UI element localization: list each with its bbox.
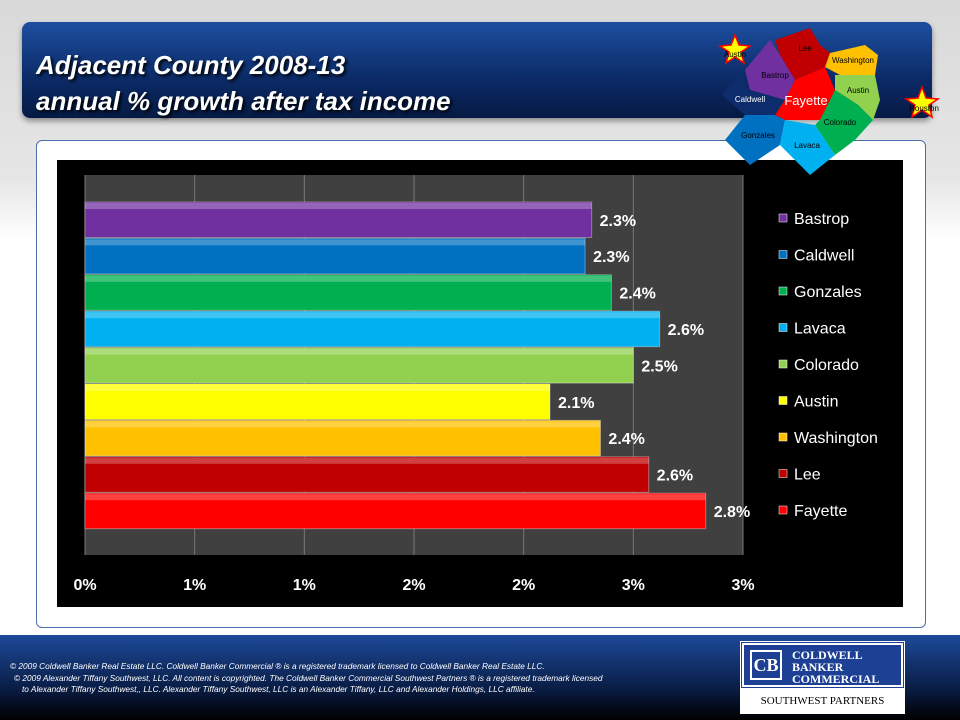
map-star-label-austin: Austin bbox=[724, 50, 746, 59]
map-caldwell bbox=[722, 73, 785, 115]
bar-austin bbox=[84, 383, 551, 420]
bar-highlight bbox=[85, 203, 592, 209]
data-label: 2.6% bbox=[657, 468, 693, 485]
star-austin-icon bbox=[717, 32, 753, 65]
x-tick-label: 0% bbox=[73, 577, 96, 594]
bar-highlight bbox=[85, 275, 612, 282]
x-tick-label: 3% bbox=[731, 577, 754, 594]
map-star-label-houston: Houston bbox=[909, 104, 939, 113]
legend-swatch bbox=[778, 323, 788, 332]
legend-swatch bbox=[778, 396, 788, 405]
page-subtitle: annual % growth after tax income bbox=[36, 86, 451, 116]
legend-swatch bbox=[778, 359, 788, 369]
map-colorado bbox=[815, 90, 873, 155]
map-fayette bbox=[775, 67, 835, 120]
map-lee bbox=[775, 28, 830, 80]
legend-swatch bbox=[778, 469, 788, 478]
legend-item: Caldwell bbox=[794, 248, 854, 265]
legend-swatch bbox=[778, 286, 788, 296]
bar-chart-svg: 0% 1% 1% 2% 2% 3% 3% 2.3% 2.3% 2.4% 2.6% 2.5% 2.1% 2.… bbox=[73, 175, 878, 594]
bar-caldwell bbox=[84, 237, 586, 275]
map-austin-county bbox=[835, 75, 880, 120]
x-tick-label: 2% bbox=[402, 577, 425, 594]
map-label: Colorado bbox=[824, 118, 857, 127]
legend-item: Washington bbox=[794, 430, 878, 447]
legend-item: Gonzales bbox=[794, 284, 862, 301]
legend-item: Lee bbox=[794, 467, 821, 484]
map-label: Bastrop bbox=[761, 71, 789, 80]
copyright-line: © 2009 Alexander Tiffany Southwest, LLC.… bbox=[14, 673, 603, 683]
logo-mark: CB bbox=[750, 650, 782, 680]
logo-text: COLDWELL bbox=[792, 648, 863, 662]
data-label: 2.4% bbox=[608, 431, 644, 448]
company-logo: CB COLDWELL BANKER COMMERCIAL SOUTHWEST … bbox=[740, 641, 905, 714]
map-bastrop bbox=[745, 40, 795, 100]
page-title: Adjacent County 2008-13 bbox=[36, 50, 346, 80]
bar-highlight bbox=[85, 239, 586, 246]
copyright-line: © 2009 Coldwell Banker Real Estate LLC. … bbox=[10, 661, 545, 671]
bar-highlight bbox=[85, 312, 660, 319]
map-lavaca bbox=[780, 120, 835, 175]
map-label: Austin bbox=[847, 86, 869, 95]
map-label: Lee bbox=[798, 44, 812, 53]
bar-highlight bbox=[85, 421, 601, 428]
bar-lee bbox=[84, 456, 650, 493]
data-label: 2.5% bbox=[641, 358, 677, 375]
map-label: Fayette bbox=[784, 93, 827, 108]
data-label: 2.3% bbox=[593, 249, 629, 266]
legend-item: Colorado bbox=[794, 357, 859, 374]
bar-highlight bbox=[85, 385, 550, 391]
map-gonzales bbox=[725, 115, 785, 165]
bar-washington bbox=[84, 419, 601, 457]
logo-subtitle: SOUTHWEST PARTNERS bbox=[760, 695, 885, 707]
map-label: Washington bbox=[832, 56, 874, 65]
map-washington bbox=[825, 45, 878, 75]
map-label: Caldwell bbox=[735, 95, 765, 104]
copyright-line: to Alexander Tiffany Southwest,, LLC. Al… bbox=[22, 684, 535, 694]
county-map: Austin Houston Lee Washington Bastrop Au… bbox=[717, 28, 941, 175]
bar-highlight bbox=[85, 457, 649, 464]
bar-fayette bbox=[84, 492, 707, 530]
legend-item: Bastrop bbox=[794, 211, 849, 228]
legend-swatch bbox=[778, 213, 788, 223]
bar-gonzales bbox=[84, 274, 612, 311]
data-label: 2.3% bbox=[600, 213, 636, 230]
logo-text: BANKER bbox=[792, 660, 844, 674]
map-label: Lavaca bbox=[794, 141, 820, 150]
bar-highlight bbox=[85, 494, 706, 501]
x-tick-label: 3% bbox=[622, 577, 645, 594]
legend-swatch bbox=[778, 250, 788, 259]
chart: 0% 1% 1% 2% 2% 3% 3% 2.3% 2.3% 2.4% 2.6% 2.5% 2.1% 2.… bbox=[57, 160, 903, 607]
legend-item: Fayette bbox=[794, 503, 847, 520]
star-houston-icon bbox=[903, 84, 941, 119]
bar-bastrop bbox=[84, 201, 593, 238]
data-label: 2.8% bbox=[714, 504, 750, 521]
x-tick-label: 1% bbox=[293, 577, 316, 594]
bar-lavaca bbox=[84, 310, 661, 348]
legend-swatch bbox=[778, 505, 788, 515]
data-label: 2.4% bbox=[619, 286, 655, 303]
bar-highlight bbox=[85, 348, 634, 355]
map-label: Gonzales bbox=[741, 131, 775, 140]
data-label: 2.1% bbox=[558, 395, 594, 412]
x-tick-label: 2% bbox=[512, 577, 535, 594]
data-label: 2.6% bbox=[668, 322, 704, 339]
logo-text: COMMERCIAL bbox=[792, 672, 880, 686]
legend-item: Austin bbox=[794, 394, 838, 411]
x-tick-label: 1% bbox=[183, 577, 206, 594]
legend-item: Lavaca bbox=[794, 321, 846, 338]
legend-swatch bbox=[778, 432, 788, 442]
bar-colorado bbox=[84, 347, 634, 384]
